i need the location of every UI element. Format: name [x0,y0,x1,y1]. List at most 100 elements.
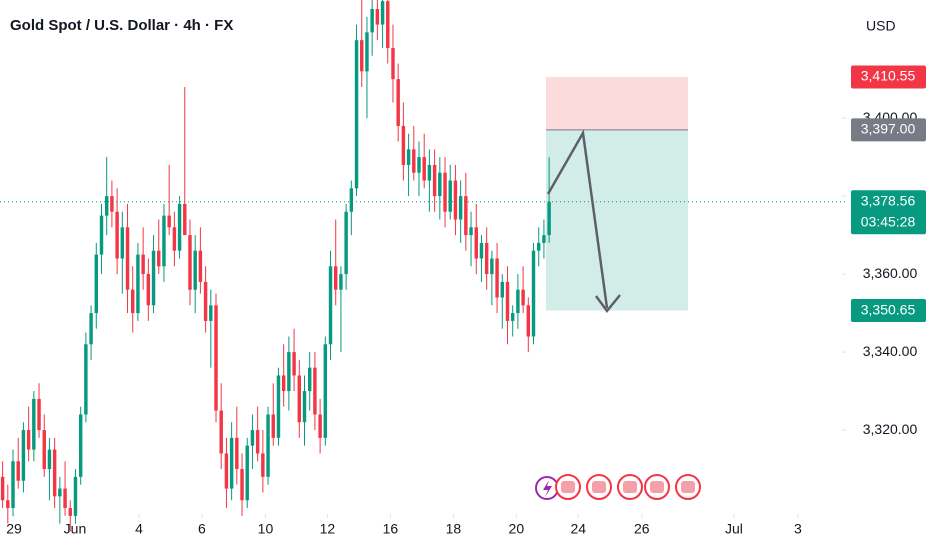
candle-body [99,215,104,255]
x-tick-label: Jun [64,521,87,537]
candle-body [500,281,504,298]
x-tick-label: 12 [320,521,336,537]
candle-body [469,227,473,236]
candle-body [94,254,99,314]
candle-body [188,235,192,290]
candle-body [542,235,546,243]
candle-body [412,149,416,173]
candle-body [47,449,52,470]
candle-body [516,289,520,314]
candle-body [323,344,328,438]
candle-body [198,250,203,282]
candle-body [131,289,135,314]
flag [561,481,575,493]
candle-body [177,203,182,251]
candle-body [183,203,187,236]
target-zone [546,129,688,311]
x-tick-label: 29 [6,521,22,537]
candle-body [63,488,67,509]
candle-body [464,196,468,236]
candle-body [526,305,531,337]
price-label-box [851,299,926,323]
candle-body [360,40,364,72]
candle-body [380,1,385,25]
candle-body [203,281,208,321]
price-label: 3,350.65 [861,301,916,317]
candle-body [521,289,525,306]
candle-body [354,40,359,189]
candle-body [21,430,26,481]
candle-body [281,375,286,392]
x-tick-label: Jul [725,521,743,537]
price-label: 3,397.00 [861,121,916,137]
x-tick-label: 16 [383,521,399,537]
x-tick-label: 6 [198,521,206,537]
candle-body [365,32,369,72]
countdown: 03:45:28 [861,213,916,229]
plot-area: 3,400.003,380.003,360.003,340.003,320.00… [0,0,926,537]
candle-body [318,414,322,438]
candle-body [229,437,234,489]
candle-body [536,242,541,251]
candle-body [266,414,270,477]
candle-body [193,250,197,290]
candle-body [214,305,218,411]
candle-body [339,274,343,290]
x-tick-label: 20 [509,521,525,537]
candle-body [531,250,536,337]
candle-body [391,47,395,80]
candle-body [141,254,145,275]
candle-body [458,196,463,220]
x-tick-label: 4 [135,521,143,537]
candle-body [271,414,275,438]
candle-body [146,274,151,306]
candle-body [349,188,354,212]
candle-body [255,430,260,454]
candle-body [370,8,374,33]
candle-body [297,375,302,423]
candle-body [73,476,78,516]
y-tick-label: 3,360.00 [863,265,918,281]
candle-body [110,196,114,212]
candle-body [219,410,223,454]
candle-body [78,414,83,477]
flag [681,481,695,493]
candle-body [84,344,88,415]
candle-body [162,215,166,267]
candle-body [386,1,390,48]
candle-body [6,500,10,509]
candle-body [422,157,426,181]
candle-body [245,445,249,501]
candle-body [89,313,93,345]
chart-title: Gold Spot / U.S. Dollar · 4h · FX [10,17,233,34]
candle-body [287,352,291,392]
candle-body [448,180,452,212]
x-tick-label: 24 [570,521,586,537]
candle-body [375,8,380,25]
currency-label: USD [866,18,896,34]
candle-body [307,367,312,392]
candle-body [302,391,307,423]
candle-body [490,258,494,275]
x-tick-label: 3 [794,521,802,537]
candle-body [58,488,62,497]
candle-body [453,180,458,220]
candle-body [37,398,41,431]
candle-body [125,227,130,290]
candle-body [495,258,499,298]
candle-body [224,453,229,489]
event-icons [535,474,701,500]
candle-body [240,469,244,501]
candle-body [68,508,72,516]
candle-body [276,375,281,438]
candle-body [505,281,510,321]
candle-body [172,227,177,251]
y-tick-label: 3,340.00 [863,343,918,359]
candle-body [443,172,447,212]
candle-body [151,250,156,306]
candle-body [313,367,317,415]
candle-body [136,254,140,314]
candle-body [157,250,161,267]
candle-body [484,242,489,275]
